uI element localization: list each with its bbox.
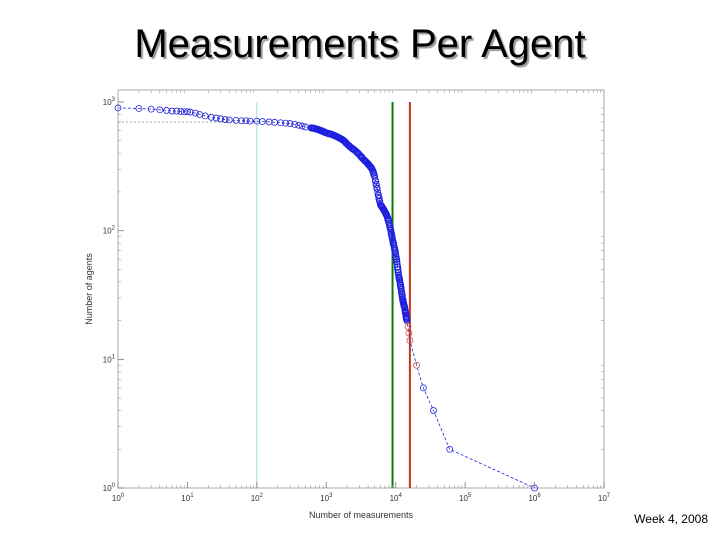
data-point bbox=[404, 323, 412, 330]
data-point bbox=[391, 249, 399, 257]
x-tick-label: 102 bbox=[251, 493, 264, 503]
data-point bbox=[372, 181, 380, 189]
series-layer bbox=[114, 104, 538, 492]
x-tick-label: 105 bbox=[459, 493, 472, 503]
y-tick-label: 102 bbox=[103, 226, 116, 236]
data-point bbox=[173, 107, 181, 115]
data-point bbox=[413, 361, 421, 369]
data-point bbox=[207, 113, 215, 121]
x-tick-label: 104 bbox=[390, 493, 403, 503]
data-point bbox=[277, 119, 285, 127]
data-point bbox=[400, 303, 409, 311]
data-point bbox=[258, 118, 266, 125]
data-point bbox=[430, 407, 437, 414]
data-point bbox=[238, 117, 245, 125]
data-point bbox=[246, 117, 254, 125]
x-tick-label: 101 bbox=[181, 493, 194, 503]
x-tick-label: 107 bbox=[598, 493, 611, 503]
data-point bbox=[301, 123, 309, 131]
data-point bbox=[217, 115, 224, 123]
data-point bbox=[221, 116, 229, 123]
axis-layer: 100 101 102 103 104 105 106 107 100 101 102 103 bbox=[103, 90, 611, 503]
x-tick-label: 106 bbox=[528, 493, 541, 503]
y-axis-label: Number of agents bbox=[84, 253, 94, 325]
data-point bbox=[253, 117, 261, 125]
data-point bbox=[168, 107, 176, 115]
data-point bbox=[242, 117, 250, 125]
data-point bbox=[298, 122, 306, 130]
data-point bbox=[147, 105, 155, 113]
data-point bbox=[225, 116, 233, 124]
data-point bbox=[419, 384, 427, 392]
data-point bbox=[406, 337, 414, 344]
data-point bbox=[403, 315, 411, 323]
data-point bbox=[386, 225, 394, 233]
y-tick-label: 100 bbox=[103, 483, 116, 493]
x-axis-label: Number of measurements bbox=[309, 510, 414, 520]
plot-area bbox=[117, 89, 605, 489]
data-point bbox=[405, 329, 413, 337]
x-tick-label: 103 bbox=[320, 493, 333, 503]
data-point bbox=[282, 119, 290, 127]
reference-lines bbox=[118, 102, 411, 488]
data-point bbox=[394, 266, 402, 274]
data-point bbox=[212, 114, 220, 122]
data-point bbox=[191, 109, 199, 117]
data-point bbox=[156, 106, 164, 114]
y-tick-label: 101 bbox=[103, 354, 116, 364]
data-point bbox=[135, 105, 143, 112]
data-point bbox=[163, 107, 170, 114]
data-point bbox=[286, 120, 294, 127]
data-point bbox=[291, 120, 299, 128]
data-point bbox=[446, 445, 454, 453]
data-point bbox=[373, 184, 381, 192]
data-point bbox=[265, 118, 273, 126]
data-point bbox=[371, 177, 380, 185]
data-point bbox=[393, 258, 401, 266]
data-point bbox=[186, 108, 194, 116]
data-point bbox=[232, 116, 240, 124]
x-tick-label: 100 bbox=[112, 493, 125, 503]
slide-title: Measurements Per Agent bbox=[134, 22, 586, 66]
data-point bbox=[184, 108, 191, 116]
data-point bbox=[295, 121, 303, 129]
data-point bbox=[398, 292, 406, 300]
footer-date: Week 4, 2008 bbox=[634, 512, 708, 526]
y-tick-label: 103 bbox=[103, 97, 116, 107]
data-point bbox=[375, 194, 383, 202]
data-point bbox=[177, 108, 185, 115]
data-point bbox=[352, 147, 360, 156]
